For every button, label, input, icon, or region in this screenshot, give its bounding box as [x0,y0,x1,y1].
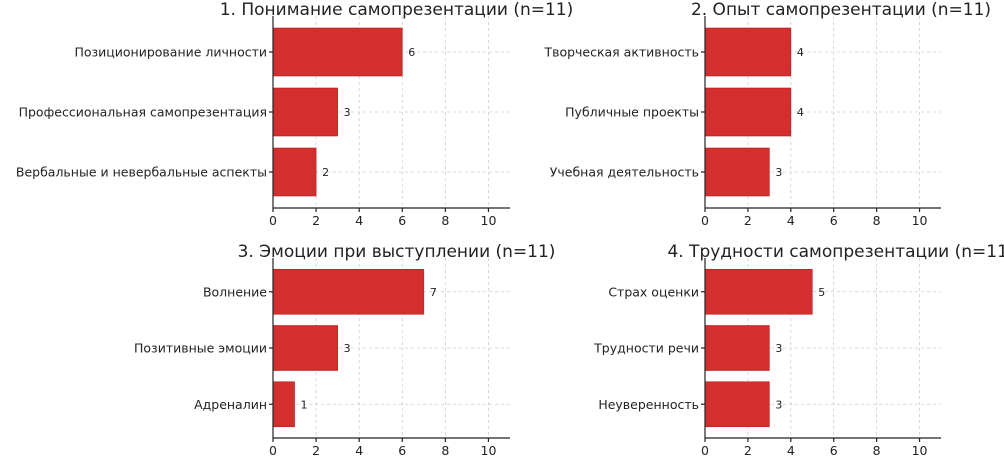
x-tick-label: 6 [830,443,838,458]
x-tick-label: 8 [441,213,449,228]
x-tick-label: 0 [701,213,709,228]
data-label: 3 [344,342,351,355]
x-tick-label: 6 [398,213,406,228]
category-label: Адреналин [194,397,267,412]
x-tick-label: 2 [312,443,320,458]
data-label: 3 [344,106,351,119]
data-label: 4 [797,106,804,119]
bar [272,147,317,197]
x-tick-label: 0 [269,213,277,228]
x-tick-label: 4 [787,213,795,228]
category-label: Волнение [203,284,267,299]
x-tick-label: 8 [441,443,449,458]
category-label: Позиционирование личности [74,45,267,60]
category-label: Учебная деятельность [550,165,699,180]
bar [704,27,792,77]
category-label: Творческая активность [543,45,699,60]
bar [704,87,792,137]
bar [272,87,338,137]
category-label: Страх оценки [608,284,699,299]
subplot-4: 5 Страх оценки 3 Трудности речи 3 Неувереннос… [593,242,1004,458]
subplot-3: 7 Волнение 3 Позитивные эмоции 1 Адреналин 0 2 4… [134,242,555,458]
category-label: Позитивные эмоции [134,341,267,356]
bar [272,381,295,428]
bar [704,325,770,371]
data-label: 2 [322,166,329,179]
x-tick-label: 4 [355,213,363,228]
data-label: 3 [775,398,782,411]
chart-title: 3. Эмоции при выступлении (n=11) [238,242,556,262]
chart-title: 4. Трудности самопрезентации (n=11) [667,242,1004,262]
x-tick-label: 4 [787,443,795,458]
bar [272,27,403,77]
x-tick-label: 0 [269,443,277,458]
data-label: 7 [430,286,437,299]
x-tick-label: 2 [744,443,752,458]
data-label: 1 [301,398,308,411]
bar [704,147,770,197]
bar [272,325,338,371]
category-label: Публичные проекты [565,105,699,120]
subplot-1: 6 Позиционирование личности 3 Профессиональ… [16,0,573,228]
x-tick-label: 6 [830,213,838,228]
bar [272,268,425,315]
category-label: Профессиональная самопрезентация [19,105,267,120]
x-tick-label: 10 [912,443,928,458]
bar [704,268,813,315]
subplot-2: 4 Творческая активность 4 Публичные проекты… [543,0,991,228]
data-label: 3 [775,342,782,355]
x-tick-label: 6 [398,443,406,458]
bar [704,381,770,428]
data-label: 4 [797,46,804,59]
x-tick-label: 8 [873,213,881,228]
chart-title: 2. Опыт самопрезентации (n=11) [691,0,991,20]
x-tick-label: 2 [312,213,320,228]
chart-title: 1. Понимание самопрезентации (n=11) [220,0,574,20]
data-label: 3 [775,166,782,179]
x-tick-label: 8 [873,443,881,458]
data-label: 6 [408,46,415,59]
data-label: 5 [818,286,825,299]
x-tick-label: 10 [481,213,497,228]
x-tick-label: 4 [355,443,363,458]
category-label: Неуверенность [598,397,699,412]
category-label: Трудности речи [593,341,699,356]
x-tick-label: 0 [701,443,709,458]
x-tick-label: 10 [912,213,928,228]
category-label: Вербальные и невербальные аспекты [16,165,267,180]
x-tick-label: 2 [744,213,752,228]
x-tick-label: 10 [481,443,497,458]
